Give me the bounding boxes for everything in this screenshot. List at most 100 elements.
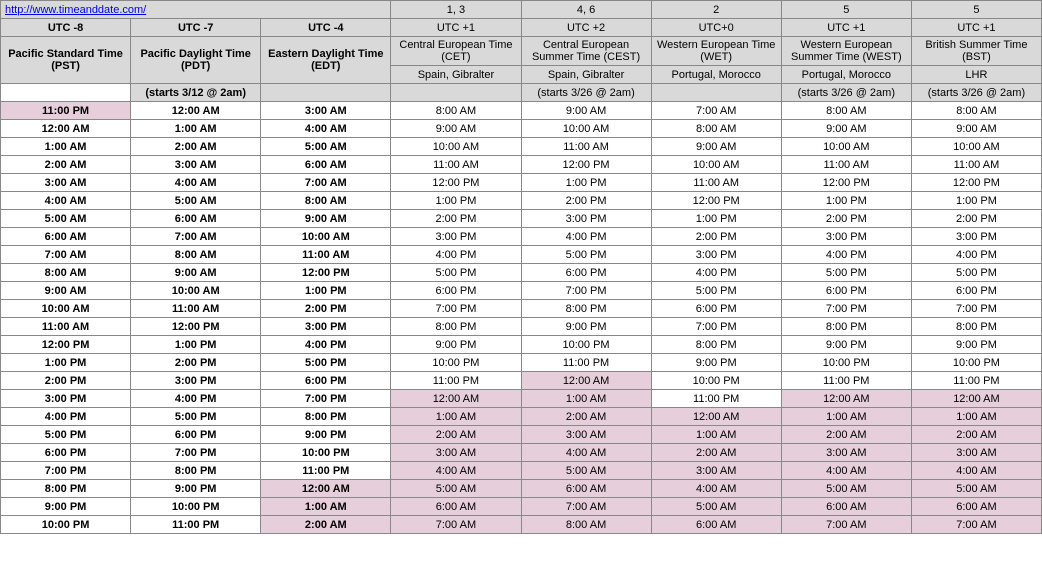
time-cell: 11:00 AM [261,246,391,264]
time-cell: 9:00 PM [521,318,651,336]
tz-name: Western European Time (WET) [651,37,781,66]
tz-start-note: (starts 3/12 @ 2am) [131,84,261,102]
time-cell: 7:00 AM [1,246,131,264]
time-cell: 8:00 PM [911,318,1041,336]
time-cell: 8:00 AM [521,516,651,534]
time-cell: 8:00 AM [391,102,521,120]
time-cell: 6:00 AM [131,210,261,228]
time-cell: 2:00 AM [911,426,1041,444]
time-cell: 7:00 AM [261,174,391,192]
col-number: 5 [781,1,911,19]
time-cell: 7:00 AM [651,102,781,120]
time-cell: 4:00 AM [1,192,131,210]
time-cell: 12:00 PM [1,336,131,354]
time-cell: 11:00 PM [131,516,261,534]
time-cell: 3:00 PM [911,228,1041,246]
time-cell: 2:00 PM [1,372,131,390]
time-cell: 7:00 PM [521,282,651,300]
time-cell: 12:00 AM [261,480,391,498]
time-cell: 6:00 PM [391,282,521,300]
time-cell: 2:00 AM [781,426,911,444]
time-cell: 8:00 PM [261,408,391,426]
time-cell: 9:00 PM [781,336,911,354]
time-cell: 9:00 AM [781,120,911,138]
time-cell: 8:00 PM [131,462,261,480]
time-cell: 10:00 PM [911,354,1041,372]
time-cell: 2:00 PM [391,210,521,228]
time-cell: 10:00 PM [1,516,131,534]
time-cell: 8:00 PM [1,480,131,498]
time-cell: 12:00 AM [521,372,651,390]
time-cell: 2:00 PM [261,300,391,318]
time-cell: 11:00 PM [391,372,521,390]
time-cell: 4:00 AM [131,174,261,192]
time-cell: 7:00 PM [261,390,391,408]
time-cell: 5:00 AM [261,138,391,156]
time-cell: 3:00 AM [911,444,1041,462]
time-cell: 4:00 PM [781,246,911,264]
time-cell: 6:00 AM [261,156,391,174]
time-cell: 10:00 PM [651,372,781,390]
time-cell: 7:00 AM [391,516,521,534]
time-cell: 8:00 AM [651,120,781,138]
utc-offset: UTC +1 [911,19,1041,37]
time-cell: 12:00 AM [651,408,781,426]
time-cell: 11:00 PM [1,102,131,120]
time-cell: 7:00 AM [131,228,261,246]
time-cell: 8:00 PM [651,336,781,354]
time-cell: 1:00 PM [781,192,911,210]
time-cell: 11:00 AM [781,156,911,174]
time-cell: 11:00 PM [521,354,651,372]
time-cell: 4:00 PM [1,408,131,426]
time-cell: 12:00 AM [911,390,1041,408]
time-cell: 10:00 AM [651,156,781,174]
time-cell: 12:00 PM [391,174,521,192]
time-cell: 10:00 AM [131,282,261,300]
time-cell: 2:00 PM [521,192,651,210]
time-cell: 2:00 AM [131,138,261,156]
time-cell: 3:00 PM [521,210,651,228]
time-cell: 1:00 AM [391,408,521,426]
time-cell: 4:00 AM [651,480,781,498]
time-cell: 2:00 AM [391,426,521,444]
time-cell: 5:00 AM [651,498,781,516]
time-cell: 3:00 AM [131,156,261,174]
time-cell: 6:00 PM [1,444,131,462]
time-cell: 3:00 PM [131,372,261,390]
time-cell: 11:00 AM [391,156,521,174]
time-cell: 3:00 AM [391,444,521,462]
time-cell: 1:00 PM [651,210,781,228]
time-cell: 1:00 AM [911,408,1041,426]
col-number: 5 [911,1,1041,19]
time-cell: 3:00 AM [651,462,781,480]
time-cell: 3:00 PM [781,228,911,246]
time-cell: 3:00 AM [521,426,651,444]
time-cell: 7:00 PM [781,300,911,318]
time-cell: 4:00 AM [781,462,911,480]
time-cell: 11:00 PM [911,372,1041,390]
tz-region: LHR [911,66,1041,84]
source-link[interactable]: http://www.timeanddate.com/ [5,4,146,16]
source-url-cell: http://www.timeanddate.com/ [1,1,391,19]
time-cell: 9:00 AM [391,120,521,138]
time-cell: 9:00 AM [1,282,131,300]
utc-offset: UTC -7 [131,19,261,37]
tz-name: Central European Summer Time (CEST) [521,37,651,66]
time-cell: 9:00 PM [911,336,1041,354]
time-cell: 7:00 PM [131,444,261,462]
time-cell: 4:00 PM [911,246,1041,264]
time-cell: 6:00 PM [911,282,1041,300]
time-cell: 9:00 AM [131,264,261,282]
time-cell: 2:00 AM [521,408,651,426]
utc-offset: UTC +1 [391,19,521,37]
time-cell: 11:00 AM [911,156,1041,174]
time-cell: 1:00 AM [651,426,781,444]
time-cell: 7:00 PM [651,318,781,336]
tz-start-note: (starts 3/26 @ 2am) [911,84,1041,102]
time-cell: 5:00 AM [521,462,651,480]
time-cell: 6:00 PM [651,300,781,318]
time-cell: 5:00 PM [391,264,521,282]
time-cell: 12:00 AM [1,120,131,138]
time-cell: 4:00 PM [521,228,651,246]
tz-name: Pacific Daylight Time (PDT) [131,37,261,84]
